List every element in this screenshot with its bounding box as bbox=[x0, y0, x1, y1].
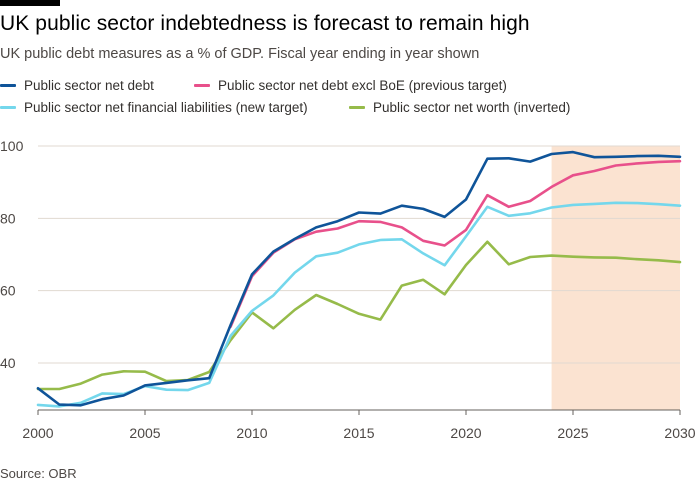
legend-swatch bbox=[0, 84, 16, 87]
source-note: Source: OBR bbox=[0, 466, 77, 481]
legend-item-net-debt-excl-boe: Public sector net debt excl BoE (previou… bbox=[194, 78, 507, 93]
legend: Public sector net debt Public sector net… bbox=[0, 78, 700, 122]
series-line-0 bbox=[36, 150, 682, 407]
legend-label: Public sector net financial liabilities … bbox=[24, 100, 308, 115]
forecast-shading bbox=[551, 146, 680, 410]
series-line-3 bbox=[36, 240, 682, 391]
y-tick-label: 100 bbox=[0, 138, 24, 154]
y-tick-label: 80 bbox=[0, 210, 16, 226]
y-tick-label: 40 bbox=[0, 355, 16, 371]
legend-swatch bbox=[349, 106, 365, 109]
x-tick-label: 2015 bbox=[343, 425, 374, 441]
x-tick-label: 2020 bbox=[450, 425, 481, 441]
brand-bar bbox=[0, 0, 60, 6]
chart-title: UK public sector indebtedness is forecas… bbox=[0, 12, 530, 35]
x-tick-label: 2025 bbox=[557, 425, 588, 441]
legend-swatch bbox=[0, 106, 16, 109]
legend-label: Public sector net debt bbox=[24, 78, 154, 93]
legend-item-net-financial-liabilities: Public sector net financial liabilities … bbox=[0, 100, 308, 115]
legend-item-net-debt: Public sector net debt bbox=[0, 78, 154, 93]
x-tick-label: 2000 bbox=[22, 425, 53, 441]
x-tick-label: 2030 bbox=[664, 425, 695, 441]
y-tick-label: 60 bbox=[0, 283, 16, 299]
legend-label: Public sector net debt excl BoE (previou… bbox=[218, 78, 507, 93]
chart-subtitle: UK public debt measures as a % of GDP. F… bbox=[0, 46, 480, 62]
x-tick-label: 2010 bbox=[236, 425, 267, 441]
legend-swatch bbox=[194, 84, 210, 87]
legend-item-net-worth: Public sector net worth (inverted) bbox=[349, 100, 570, 115]
legend-label: Public sector net worth (inverted) bbox=[373, 100, 571, 115]
x-tick-label: 2005 bbox=[129, 425, 160, 441]
series-line-1 bbox=[229, 159, 682, 329]
